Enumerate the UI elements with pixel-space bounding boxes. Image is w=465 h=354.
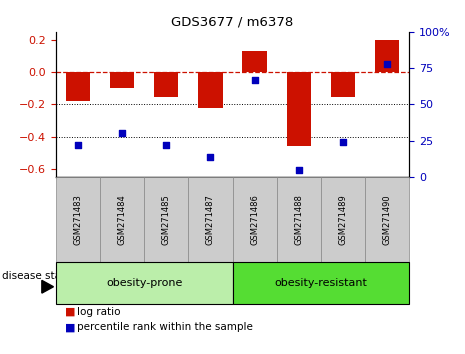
Point	[295, 167, 302, 173]
Text: log ratio: log ratio	[77, 307, 120, 316]
Text: GDS3677 / m6378: GDS3677 / m6378	[172, 16, 293, 29]
Text: obesity-prone: obesity-prone	[106, 278, 182, 288]
Bar	[66, 72, 90, 101]
Point	[118, 131, 126, 136]
Bar	[242, 51, 267, 72]
Point	[74, 142, 81, 148]
Bar	[331, 72, 355, 97]
Text: GSM271490: GSM271490	[383, 194, 392, 245]
Text: ■: ■	[65, 322, 76, 332]
Point	[206, 154, 214, 160]
Bar	[375, 40, 399, 72]
Bar	[110, 72, 134, 88]
Text: ■: ■	[65, 307, 76, 316]
Text: obesity-resistant: obesity-resistant	[274, 278, 367, 288]
Point	[339, 139, 346, 145]
Text: GSM271487: GSM271487	[206, 194, 215, 245]
Bar	[286, 72, 311, 146]
Text: disease state: disease state	[2, 271, 72, 281]
Text: GSM271489: GSM271489	[339, 194, 347, 245]
Point	[162, 142, 170, 148]
Point	[383, 61, 391, 67]
Bar	[198, 72, 223, 108]
Text: GSM271488: GSM271488	[294, 194, 303, 245]
Text: GSM271484: GSM271484	[118, 194, 126, 245]
Text: GSM271483: GSM271483	[73, 194, 82, 245]
Text: GSM271486: GSM271486	[250, 194, 259, 245]
Text: GSM271485: GSM271485	[162, 194, 171, 245]
Point	[251, 77, 258, 82]
Text: percentile rank within the sample: percentile rank within the sample	[77, 322, 252, 332]
Bar	[154, 72, 179, 97]
